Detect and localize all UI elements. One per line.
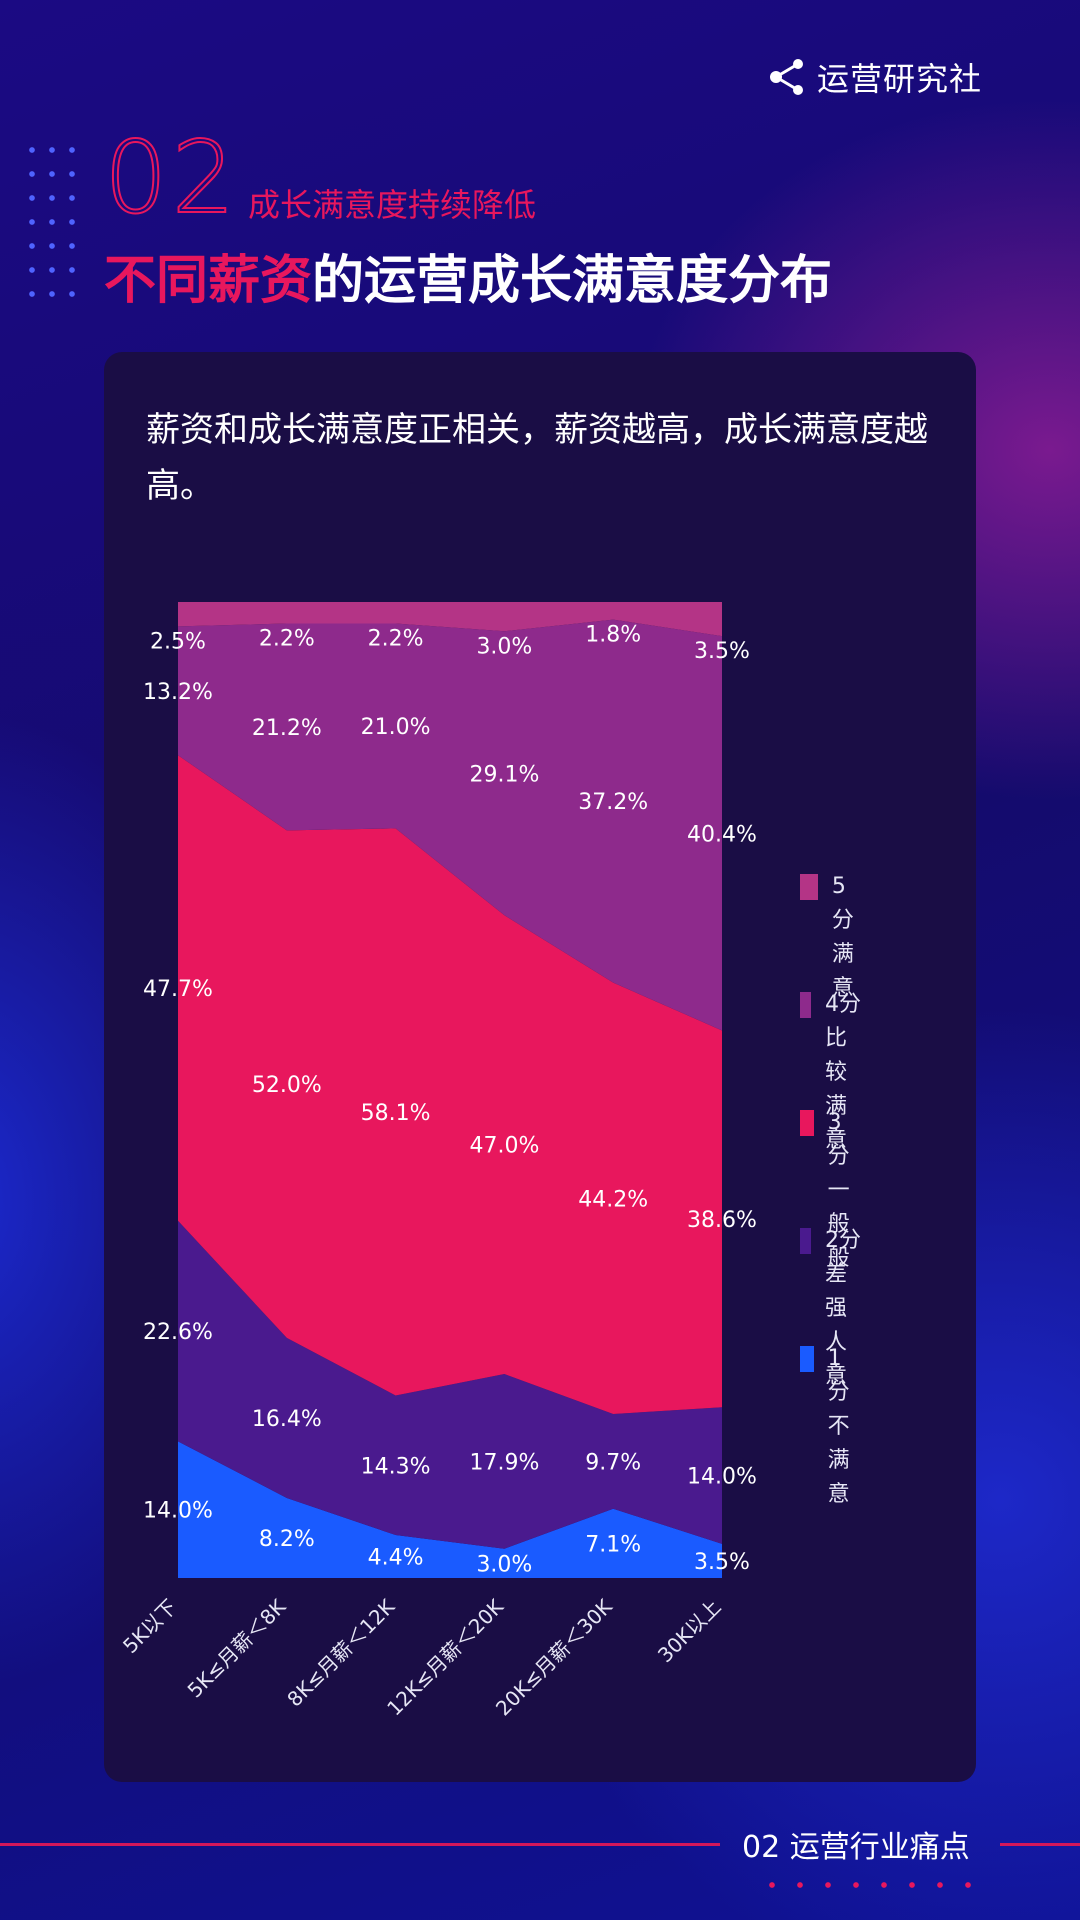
data-label: 4.4% bbox=[368, 1546, 424, 1571]
legend-swatch bbox=[800, 992, 811, 1018]
legend-label: 1分不满意 bbox=[828, 1342, 862, 1512]
data-label: 3.5% bbox=[694, 639, 750, 664]
area-series-4 bbox=[178, 619, 722, 1031]
x-tick-label: 5K≤月薪＜8K bbox=[183, 1594, 291, 1702]
data-label: 40.4% bbox=[687, 822, 757, 847]
footer-dots bbox=[758, 1880, 978, 1890]
data-label: 21.0% bbox=[361, 715, 431, 740]
x-tick-label: 12K≤月薪＜20K bbox=[382, 1594, 508, 1720]
data-label: 47.0% bbox=[469, 1134, 539, 1159]
legend-description: 满意 bbox=[831, 942, 854, 1001]
area-series-5 bbox=[178, 602, 722, 637]
data-label: 38.6% bbox=[687, 1208, 757, 1233]
data-label: 14.3% bbox=[361, 1454, 431, 1479]
legend-score: 3分 bbox=[827, 1110, 850, 1169]
data-label: 3.0% bbox=[476, 1552, 532, 1577]
data-label: 3.5% bbox=[694, 1550, 750, 1575]
title-highlight: 不同薪资 bbox=[104, 251, 313, 311]
data-label: 3.0% bbox=[476, 634, 532, 659]
decorative-dots bbox=[22, 138, 82, 298]
legend-item: 5分满意 bbox=[800, 870, 862, 1006]
brand: 运营研究社 bbox=[767, 54, 982, 100]
data-label: 47.7% bbox=[143, 977, 213, 1002]
area-series-3 bbox=[178, 755, 722, 1415]
legend-item: 4分比较满意 bbox=[800, 988, 862, 1158]
legend-score: 5分 bbox=[831, 874, 854, 933]
data-label: 16.4% bbox=[252, 1407, 322, 1432]
x-tick-label: 20K≤月薪＜30K bbox=[491, 1594, 617, 1720]
legend-score: 2分 bbox=[824, 1228, 861, 1253]
footer-label: 02 运营行业痛点 bbox=[742, 1830, 970, 1865]
footer-divider-left bbox=[0, 1843, 720, 1846]
data-label: 52.0% bbox=[252, 1073, 322, 1098]
data-label: 44.2% bbox=[578, 1187, 648, 1212]
data-label: 9.7% bbox=[585, 1450, 641, 1475]
data-label: 21.2% bbox=[252, 716, 322, 741]
legend-label: 3分一般般 bbox=[828, 1106, 862, 1276]
title-rest: 的运营成长满意度分布 bbox=[312, 251, 833, 311]
data-label: 14.0% bbox=[687, 1465, 757, 1490]
legend-label: 5分满意 bbox=[832, 870, 862, 1006]
legend-item: 1分不满意 bbox=[800, 1342, 862, 1512]
legend-score: 4分 bbox=[824, 992, 861, 1017]
legend-swatch bbox=[800, 1228, 811, 1254]
area-series-1 bbox=[178, 1441, 722, 1578]
share-nodes-icon bbox=[769, 59, 803, 95]
legend-item: 3分一般般 bbox=[800, 1106, 862, 1276]
legend-swatch bbox=[800, 874, 818, 900]
data-label: 58.1% bbox=[361, 1101, 431, 1126]
page-title: 不同薪资的运营成长满意度分布 bbox=[104, 238, 832, 313]
legend-label: 4分比较满意 bbox=[825, 988, 862, 1158]
data-label: 29.1% bbox=[469, 762, 539, 787]
x-tick-label: 5K以下 bbox=[118, 1595, 182, 1659]
data-label: 13.2% bbox=[143, 680, 213, 705]
legend-description: 一般般 bbox=[827, 1178, 850, 1271]
data-label: 8.2% bbox=[259, 1527, 315, 1552]
footer-divider-right bbox=[1000, 1843, 1080, 1846]
legend-swatch bbox=[800, 1110, 814, 1136]
legend-item: 2分差强人意 bbox=[800, 1224, 862, 1394]
data-label: 37.2% bbox=[578, 790, 648, 815]
legend-description: 不满意 bbox=[827, 1414, 850, 1507]
data-label: 1.8% bbox=[585, 623, 641, 648]
data-label: 17.9% bbox=[469, 1450, 539, 1475]
data-label: 22.6% bbox=[143, 1320, 213, 1345]
data-label: 2.5% bbox=[150, 629, 206, 654]
x-tick-label: 30K以上 bbox=[653, 1595, 726, 1668]
legend-label: 2分差强人意 bbox=[825, 1224, 862, 1394]
data-label: 7.1% bbox=[585, 1532, 641, 1557]
data-label: 2.2% bbox=[368, 626, 424, 651]
chart-description: 薪资和成长满意度正相关，薪资越高，成长满意度越高。 bbox=[146, 410, 928, 506]
section-subtitle: 成长满意度持续降低 bbox=[248, 186, 537, 224]
legend-description: 比较满意 bbox=[824, 1026, 847, 1153]
data-label: 14.0% bbox=[143, 1499, 213, 1524]
data-label: 2.2% bbox=[259, 626, 315, 651]
area-series-2 bbox=[178, 1220, 722, 1549]
brand-name: 运营研究社 bbox=[816, 60, 982, 98]
legend-swatch bbox=[800, 1346, 814, 1372]
section-number: 02 bbox=[103, 119, 240, 236]
legend-description: 差强人意 bbox=[824, 1262, 847, 1389]
x-tick-label: 8K≤月薪＜12K bbox=[282, 1594, 399, 1711]
legend-score: 1分 bbox=[827, 1346, 850, 1405]
